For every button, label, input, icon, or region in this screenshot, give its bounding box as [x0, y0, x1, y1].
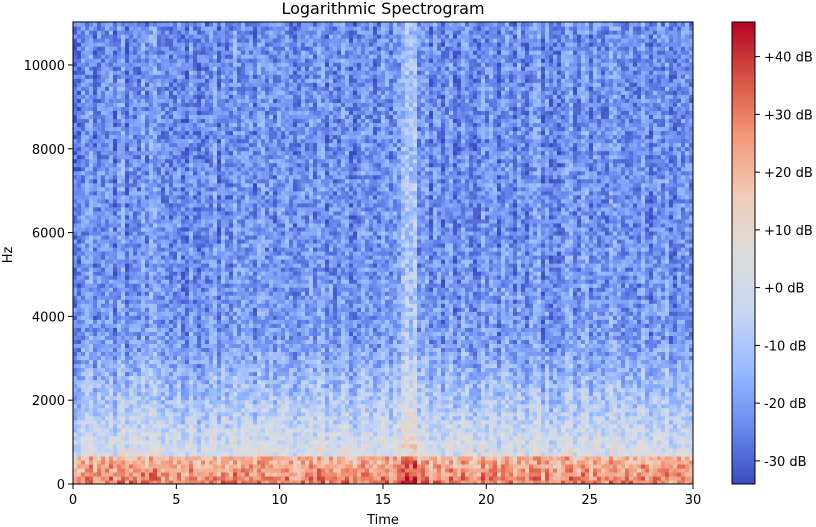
- y-tick-label: 10000: [24, 59, 65, 74]
- x-axis: 0 5 10 15 20 25 30: [69, 484, 701, 508]
- y-tick-label: 8000: [32, 143, 65, 158]
- x-tick-label: 30: [685, 493, 702, 508]
- colorbar-ticks: -30 dB -20 dB -10 dB +0 dB +10 dB +20 dB +30 d…: [755, 51, 813, 470]
- colorbar-tick-label: +0 dB: [764, 282, 804, 297]
- x-tick-label: 25: [581, 493, 598, 508]
- colorbar: [731, 21, 756, 485]
- plot-area: [73, 22, 693, 484]
- colorbar-tick-label: +30 dB: [764, 108, 813, 123]
- x-tick-label: 5: [172, 493, 180, 508]
- y-tick-label: 6000: [32, 227, 65, 242]
- colorbar-tick-label: +20 dB: [764, 166, 813, 181]
- x-tick-label: 20: [478, 493, 495, 508]
- colorbar-tick-label: -10 dB: [764, 339, 807, 354]
- colorbar-tick-label: -20 dB: [764, 397, 807, 412]
- chart-title: Logarithmic Spectrogram: [281, 0, 484, 18]
- x-tick-label: 15: [375, 493, 392, 508]
- x-tick-label: 0: [69, 493, 77, 508]
- x-tick-label: 10: [271, 493, 288, 508]
- y-axis-label: Hz: [1, 247, 16, 264]
- y-tick-label: 0: [57, 478, 65, 493]
- y-tick-label: 2000: [32, 394, 65, 409]
- colorbar-tick-label: -30 dB: [764, 455, 807, 470]
- x-axis-label: Time: [366, 513, 399, 527]
- y-axis: 0 2000 4000 6000 8000 10000: [24, 59, 73, 493]
- y-tick-label: 4000: [32, 310, 65, 325]
- colorbar-tick-label: +10 dB: [764, 224, 813, 239]
- colorbar-tick-label: +40 dB: [764, 51, 813, 66]
